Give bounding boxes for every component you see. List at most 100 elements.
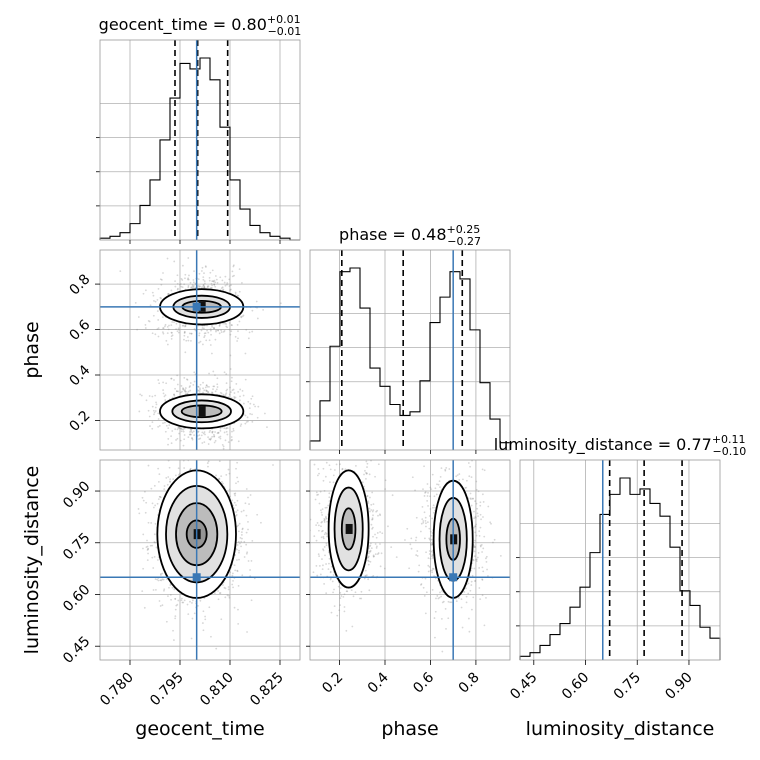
sample-point — [163, 588, 166, 591]
sample-point — [163, 488, 166, 491]
sample-point — [490, 522, 492, 525]
y-axis-label-phase: phase — [21, 321, 43, 378]
sample-point — [191, 431, 194, 434]
sample-point — [220, 287, 223, 290]
sample-point — [235, 482, 237, 485]
sample-point — [317, 529, 320, 532]
sample-point — [151, 427, 154, 430]
sample-point — [324, 554, 326, 557]
sample-point — [249, 494, 252, 496]
sample-point — [239, 388, 242, 391]
sample-point — [211, 284, 214, 287]
sample-point — [363, 473, 365, 476]
sample-point — [237, 623, 240, 625]
sample-point — [201, 286, 204, 288]
sample-point — [441, 650, 444, 653]
sample-point — [329, 578, 332, 581]
sample-point — [247, 420, 249, 423]
sample-point — [166, 257, 169, 260]
sample-point — [428, 566, 431, 568]
sample-point — [174, 617, 177, 620]
sample-point — [467, 582, 470, 585]
sample-point — [479, 598, 482, 601]
sample-point — [244, 502, 247, 505]
sample-point — [474, 580, 476, 583]
sample-point — [202, 629, 205, 632]
sample-point — [202, 343, 204, 346]
sample-point — [423, 495, 426, 497]
sample-point — [222, 482, 224, 485]
sample-point — [369, 560, 372, 563]
sample-point — [181, 324, 184, 327]
sample-point — [159, 496, 162, 499]
sample-point — [174, 387, 176, 390]
sample-point — [174, 474, 177, 477]
sample-point — [226, 433, 229, 436]
sample-point — [138, 512, 141, 515]
sample-point — [266, 426, 268, 429]
sample-point — [184, 351, 187, 354]
sample-point — [431, 555, 433, 558]
sample-point — [229, 391, 232, 393]
sample-point — [235, 511, 238, 513]
sample-point — [472, 596, 475, 599]
sample-point — [262, 308, 265, 311]
sample-point — [199, 383, 202, 386]
sample-point — [432, 511, 435, 514]
sample-point — [234, 291, 237, 294]
sample-point — [221, 481, 223, 483]
sample-point — [221, 279, 224, 282]
sample-point — [474, 516, 477, 519]
sample-point — [424, 492, 426, 494]
sample-point — [201, 327, 204, 329]
sample-point — [368, 545, 371, 548]
sample-point — [201, 442, 204, 444]
sample-point — [460, 606, 463, 609]
sample-point — [211, 326, 214, 328]
sample-point — [202, 387, 204, 390]
sample-point — [211, 430, 214, 433]
sample-point — [481, 468, 484, 471]
sample-point — [223, 586, 226, 589]
sample-point — [213, 435, 216, 438]
sample-point — [160, 574, 162, 576]
sample-point — [151, 332, 154, 335]
sample-point — [482, 516, 484, 518]
sample-point — [162, 272, 164, 274]
sample-point — [464, 487, 467, 489]
sample-point — [344, 468, 347, 471]
sample-point — [236, 294, 239, 297]
sample-point — [233, 274, 235, 277]
sample-point — [241, 389, 244, 392]
sample-point — [202, 451, 204, 453]
sample-point — [237, 608, 239, 611]
sample-point — [202, 284, 205, 287]
sample-point — [204, 615, 206, 618]
sample-point — [211, 287, 213, 289]
sample-point — [233, 492, 236, 495]
sample-point — [218, 324, 221, 327]
sample-point — [175, 328, 177, 331]
sample-point — [447, 600, 450, 603]
sample-point — [438, 596, 441, 599]
sample-point — [455, 600, 458, 603]
sample-point — [470, 584, 473, 586]
x-tick-label: 0.795 — [147, 670, 187, 710]
sample-point — [207, 285, 210, 288]
sample-point — [244, 414, 247, 417]
sample-point — [241, 527, 244, 530]
axes-frame — [309, 249, 511, 451]
sample-point — [218, 460, 221, 463]
sample-point — [170, 338, 173, 340]
sample-point — [475, 480, 478, 483]
sample-point — [190, 339, 192, 342]
sample-point — [364, 469, 366, 472]
sample-point — [189, 389, 192, 392]
sample-point — [193, 328, 196, 330]
sample-point — [178, 427, 181, 430]
sample-point — [172, 629, 174, 632]
sample-point — [237, 584, 240, 587]
sample-point — [200, 434, 203, 437]
sample-point — [199, 437, 202, 440]
sample-point — [193, 371, 196, 374]
